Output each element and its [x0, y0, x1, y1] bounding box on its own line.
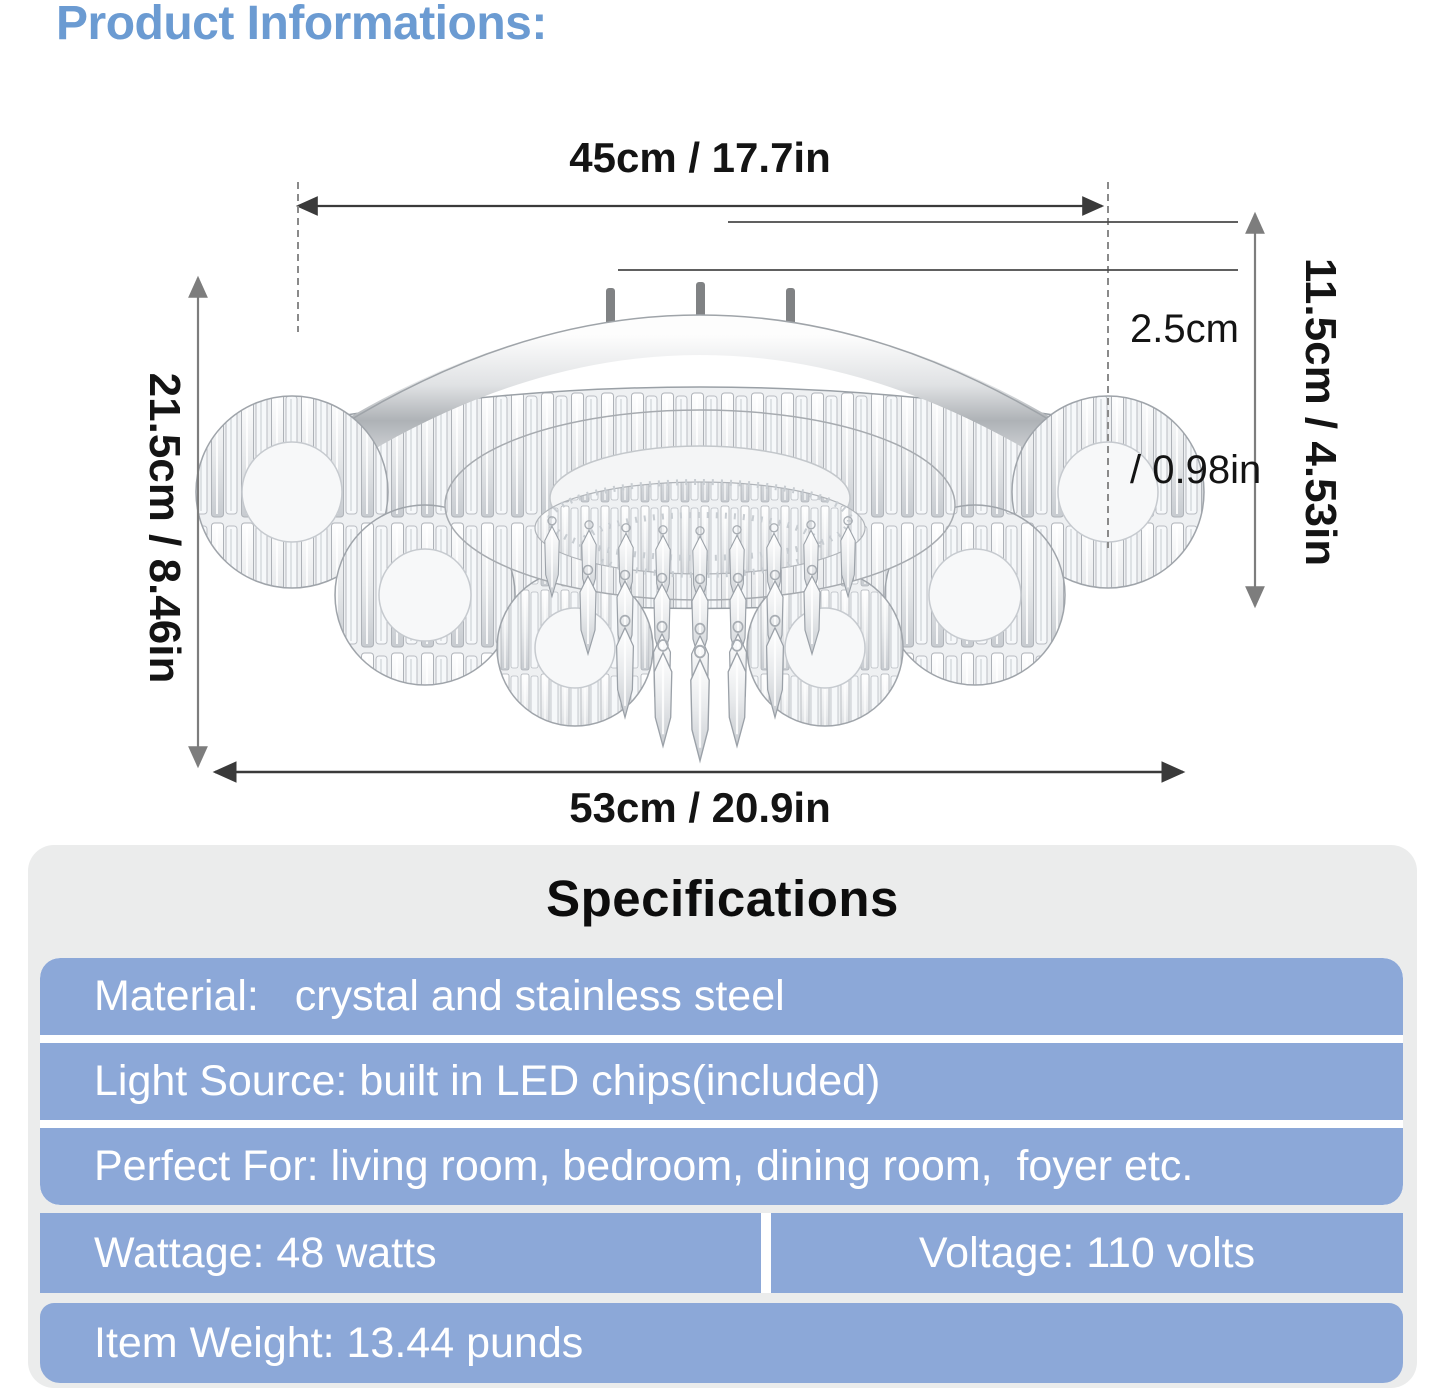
spec-perfect-for-text: Perfect For: living room, bedroom, dinin…: [94, 1142, 1194, 1190]
spec-row-power: Wattage: 48 watts Voltage: 110 volts: [40, 1213, 1403, 1293]
dim-rim-line2: / 0.98in: [1130, 448, 1262, 492]
chandelier-artwork: [195, 282, 1205, 763]
spec-light-source-text: Light Source: built in LED chips(include…: [94, 1057, 881, 1105]
specifications-panel: Specifications Material: crystal and sta…: [28, 845, 1417, 1388]
spec-row-item-weight: Item Weight: 13.44 punds: [40, 1303, 1403, 1383]
spec-rows-group: Material: crystal and stainless steel Li…: [40, 958, 1403, 1205]
spec-item-weight-text: Item Weight: 13.44 punds: [94, 1318, 584, 1367]
spec-row-light-source: Light Source: built in LED chips(include…: [40, 1043, 1403, 1120]
spec-material-text: Material: crystal and stainless steel: [94, 972, 785, 1020]
petal-ring-bottom-center-left: [496, 569, 654, 727]
spec-voltage-text: Voltage: 110 volts: [918, 1228, 1256, 1277]
dimension-lines: [188, 182, 1265, 783]
product-figure: 45cm / 17.7in 2.5cm / 0.98in 11.5cm / 4.…: [140, 134, 1345, 831]
dim-rim-line1: 2.5cm: [1130, 307, 1239, 351]
dim-label-left-height: 21.5cm / 8.46in: [140, 372, 189, 684]
dim-label-top-width: 45cm / 17.7in: [569, 134, 831, 181]
bead-band: [547, 479, 853, 561]
dim-label-right-height: 11.5cm / 4.53in: [1296, 257, 1345, 567]
dim-label-bottom-width: 53cm / 20.9in: [569, 784, 831, 831]
spec-cell-voltage: Voltage: 110 volts: [771, 1213, 1403, 1293]
specifications-heading: Specifications: [546, 870, 899, 927]
spec-cell-wattage: Wattage: 48 watts: [40, 1213, 761, 1293]
chrome-rim: [272, 315, 1128, 498]
dim-label-rim-thickness: 2.5cm / 0.98in: [1130, 212, 1261, 588]
inner-crystal-tier: [444, 409, 956, 601]
spec-row-material: Material: crystal and stainless steel: [40, 958, 1403, 1035]
spec-wattage-text: Wattage: 48 watts: [94, 1228, 437, 1277]
petal-ring-bottom-left: [334, 504, 516, 686]
chandelier-photo-illustration: [188, 182, 1265, 783]
petal-ring-bottom-right: [884, 504, 1066, 686]
page-title: Product Informations:: [56, 0, 547, 50]
rim-highlight-line: [291, 314, 1109, 459]
petal-ring-bottom-center-right: [746, 569, 904, 727]
petal-ring-left: [195, 395, 389, 589]
spec-row-perfect-for: Perfect For: living room, bedroom, dinin…: [40, 1128, 1403, 1205]
